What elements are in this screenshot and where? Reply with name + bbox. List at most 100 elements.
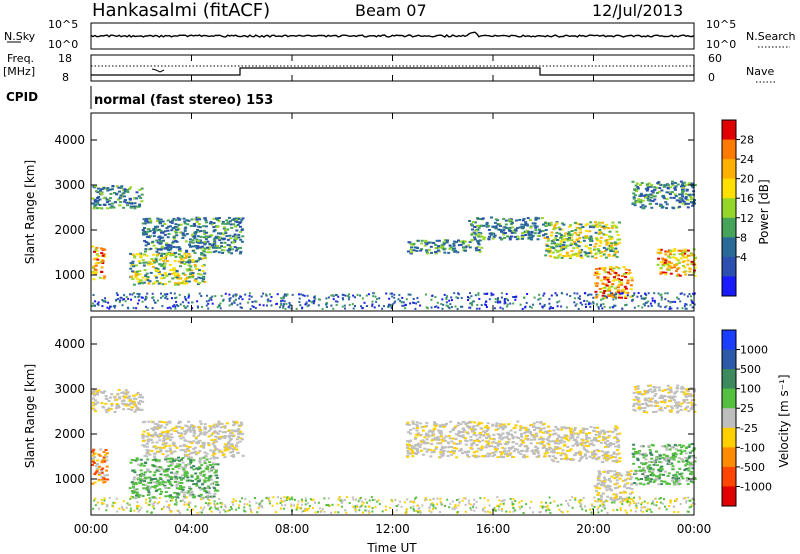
echo-cell [533,429,536,431]
echo-cell [670,266,674,269]
echo-cell [690,260,694,263]
echo-cell [181,259,185,262]
echo-cell [622,273,626,276]
ground-scatter-cell [526,293,529,295]
ground-scatter-cell [309,300,312,303]
echo-cell [127,403,131,406]
echo-cell [178,282,182,285]
echo-cell [155,469,159,472]
echo-cell [586,236,590,239]
echo-cell [462,429,466,432]
echo-cell [653,186,657,189]
echo-cell [543,452,547,455]
echo-cell [151,441,155,444]
echo-cell [437,245,441,248]
echo-cell [209,221,213,223]
echo-cell [646,197,650,200]
nave-label: Nave [746,65,774,78]
echo-cell [153,465,157,468]
echo-cell [209,483,213,486]
echo-cell [602,501,606,504]
echo-cell [481,217,485,220]
ground-scatter-cell [229,297,232,300]
ground-scatter-cell [595,303,598,306]
echo-cell [410,445,414,447]
echo-cell [198,246,202,249]
ground-scatter-cell [471,303,473,305]
echo-cell [547,250,551,253]
echo-cell [208,243,212,245]
ground-scatter-cell [348,296,351,299]
echo-cell [642,393,646,396]
echo-cell [521,426,525,429]
ground-scatter-cell [348,303,351,306]
echo-cell [613,276,616,279]
ground-scatter-cell [393,301,396,304]
echo-cell [640,182,644,184]
echo-cell [200,470,204,473]
echo-cell [613,427,617,430]
echo-cell [666,405,670,408]
ground-scatter-cell [341,297,344,300]
echo-cell [615,266,619,269]
echo-cell [503,236,506,239]
echo-cell [598,229,602,231]
echo-cell [575,244,579,247]
ground-scatter-cell [506,303,509,306]
echo-cell [606,495,610,498]
echo-cell [103,390,107,393]
echo-cell [569,224,572,227]
echo-cell [479,431,482,434]
echo-cell [494,225,498,228]
echo-cell [139,255,143,258]
ground-scatter-cell [416,297,419,300]
echo-cell [686,478,690,481]
echo-cell [423,425,427,428]
echo-cell [105,198,109,201]
ground-scatter-cell [507,299,509,302]
echo-cell [591,457,595,460]
echo-cell [156,424,160,427]
echo-cell [429,455,433,458]
echo-cell [208,246,212,249]
echo-cell [477,447,480,450]
echo-cell [153,281,157,284]
echo-cell [585,230,588,232]
echo-cell [186,223,190,226]
echo-cell [227,429,231,432]
echo-cell [157,483,161,486]
ground-scatter-cell [351,303,354,306]
echo-cell [192,434,196,437]
echo-cell [640,407,644,410]
echo-cell [671,250,675,252]
echo-cell [142,430,146,433]
echo-cell [182,280,186,283]
echo-cell [608,487,612,490]
echo-cell [149,481,153,484]
echo-cell [204,455,208,457]
echo-cell [411,423,415,425]
echo-cell [138,270,142,272]
echo-cell [593,449,597,452]
echo-cell [456,424,460,427]
echo-cell [651,397,654,400]
echo-cell [230,252,234,255]
echo-cell [532,436,536,439]
echo-cell [684,408,687,411]
echo-cell [456,251,460,254]
ground-scatter-cell [97,303,100,306]
echo-cell [547,454,551,457]
echo-cell [474,247,478,250]
echo-cell [513,431,517,434]
echo-cell [594,252,598,255]
ground-scatter-cell [625,303,628,306]
echo-cell [634,395,638,398]
echo-cell [177,253,181,256]
echo-cell [447,251,451,254]
echo-cell [100,475,104,478]
echo-cell [219,437,223,440]
echo-cell [516,448,519,451]
echo-cell [175,234,179,237]
echo-cell [602,431,606,434]
echo-cell [539,436,543,439]
